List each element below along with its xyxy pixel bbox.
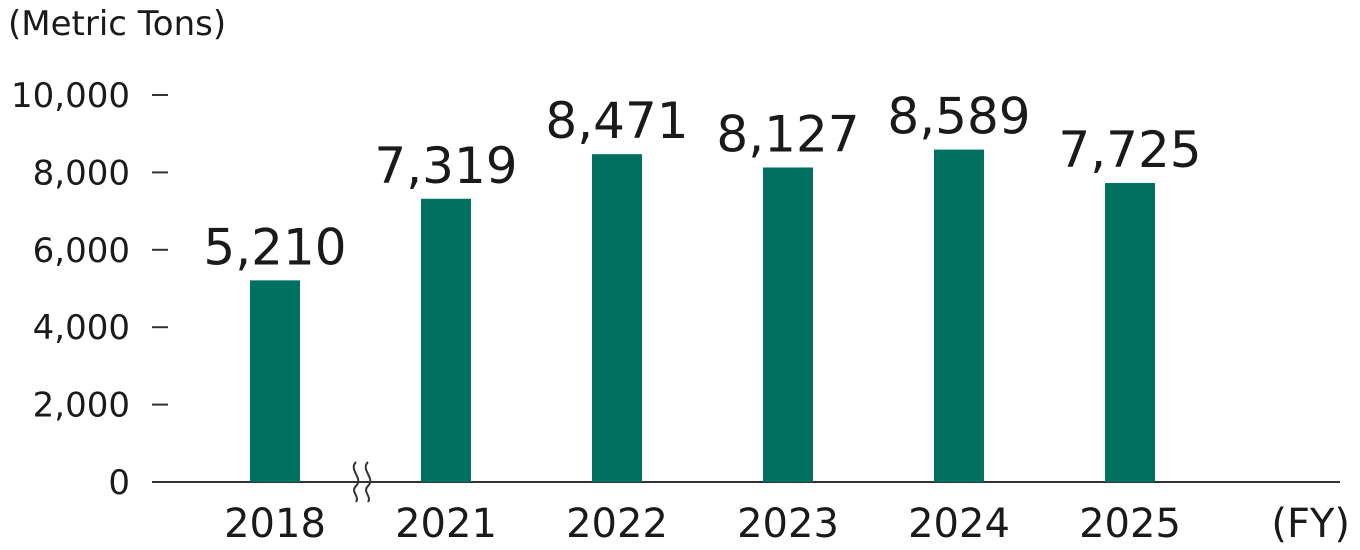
y-tick-label: 6,000 (33, 231, 130, 271)
x-tick-label-2022: 2022 (566, 501, 668, 547)
bar-2024 (934, 149, 984, 482)
bar-2025 (1105, 183, 1155, 483)
value-label-2024: 8,589 (887, 88, 1030, 146)
y-axis: 0 2,000 4,000 6,000 8,000 10,000 (11, 76, 168, 503)
y-tick-label: 0 (108, 463, 130, 503)
x-tick-label-2024: 2024 (908, 501, 1010, 547)
y-tick-label: 10,000 (11, 76, 130, 116)
value-label-2018: 5,210 (203, 218, 346, 276)
y-axis-unit-label: (Metric Tons) (8, 4, 226, 44)
bars (250, 149, 1155, 483)
bar-2018 (250, 280, 300, 482)
bar-2021 (421, 198, 471, 482)
y-tick-label: 2,000 (33, 386, 130, 426)
value-label-2021: 7,319 (374, 137, 517, 195)
y-tick-label: 4,000 (33, 308, 130, 348)
x-axis-unit-label: (FY) (1271, 501, 1350, 547)
x-tick-label-2018: 2018 (224, 501, 326, 547)
value-label-2022: 8,471 (545, 92, 688, 150)
category-labels: 2018 2021 2022 2023 2024 2025 (224, 501, 1181, 547)
value-label-2025: 7,725 (1058, 121, 1201, 179)
x-tick-label-2021: 2021 (395, 501, 497, 547)
x-tick-label-2023: 2023 (737, 501, 839, 547)
x-tick-label-2025: 2025 (1079, 501, 1181, 547)
axis-break-mark (352, 461, 372, 503)
bar-2023 (763, 167, 813, 482)
value-label-2023: 8,127 (716, 105, 859, 163)
bar-2022 (592, 154, 642, 482)
y-tick-label: 8,000 (33, 153, 130, 193)
value-labels: 5,210 7,319 8,471 8,127 8,589 7,725 (203, 88, 1201, 277)
